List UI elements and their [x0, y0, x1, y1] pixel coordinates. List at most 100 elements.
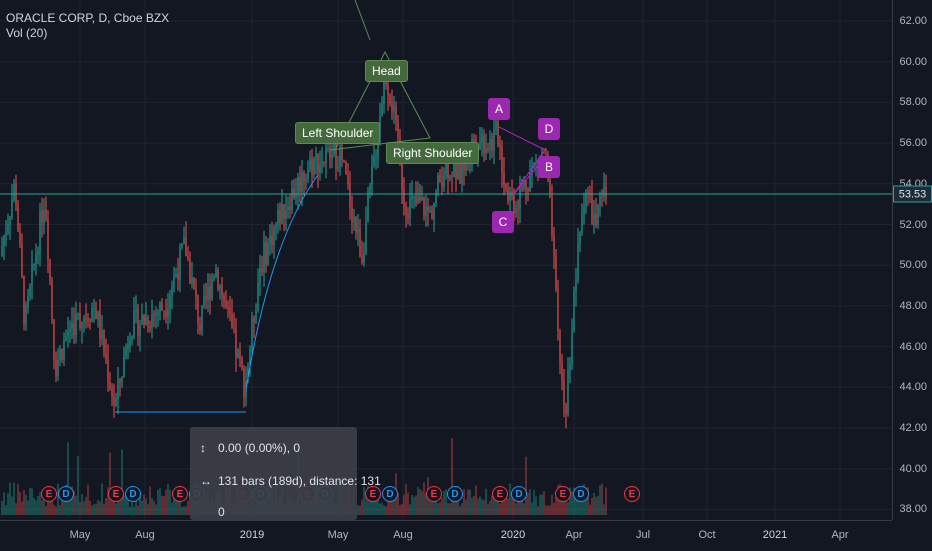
candle-body	[323, 161, 325, 164]
volume-bar	[413, 496, 415, 515]
candle-body	[525, 181, 527, 190]
earnings-marker[interactable]: E	[108, 486, 124, 502]
abcd-point-b[interactable]: B	[538, 156, 560, 178]
candle-body	[175, 273, 177, 277]
volume-bar	[417, 486, 419, 515]
volume-bar	[61, 499, 63, 515]
volume-bar	[487, 504, 489, 515]
price-tick: 38.00	[899, 503, 927, 516]
volume-bar	[489, 500, 491, 515]
dividend-marker[interactable]: D	[447, 486, 463, 502]
volume-bar	[141, 500, 143, 515]
symbol-title[interactable]: ORACLE CORP, D, Cboe BZX	[6, 11, 170, 25]
volume-bar	[475, 485, 477, 515]
volume-bar	[179, 491, 181, 515]
earnings-marker[interactable]: E	[555, 486, 571, 502]
measure-tooltip: ↕ 0.00 (0.00%), 0 ↔ 131 bars (189d), dis…	[190, 427, 381, 520]
volume-bar	[183, 506, 185, 515]
abcd-point-d[interactable]: D	[538, 118, 560, 140]
candle-body	[213, 276, 215, 280]
dividend-marker[interactable]: D	[125, 486, 141, 502]
volume-bar	[537, 506, 539, 515]
candlestick-plot[interactable]	[0, 0, 892, 520]
earnings-marker[interactable]: E	[492, 486, 508, 502]
volume-bar	[375, 500, 377, 515]
candle-body	[429, 210, 431, 212]
volume-bar	[525, 456, 527, 515]
left-shoulder-label[interactable]: Left Shoulder	[295, 122, 381, 144]
candle-body	[255, 310, 257, 323]
volume-bar	[437, 503, 439, 515]
time-axis[interactable]: May Aug 2019 May Aug 2020 Apr Jul Oct 2021 Apr	[0, 520, 892, 551]
volume-bar	[391, 494, 393, 515]
candle-body	[253, 317, 255, 323]
candle-body	[41, 210, 43, 223]
candle-body	[181, 244, 183, 248]
volume-bar	[521, 493, 523, 515]
earnings-marker[interactable]: E	[624, 486, 640, 502]
candle-body	[125, 348, 127, 356]
volume-bar	[175, 494, 177, 515]
volume-bar	[543, 491, 545, 515]
dividend-marker[interactable]: D	[511, 486, 527, 502]
price-axis[interactable]: 62.00 60.00 58.00 56.00 54.00 52.00 50.00 48.00…	[892, 0, 932, 520]
volume-bar	[379, 503, 381, 515]
earnings-marker[interactable]: E	[426, 486, 442, 502]
candle-body	[39, 210, 41, 253]
candle-body	[303, 171, 305, 182]
dividend-marker[interactable]: D	[573, 486, 589, 502]
candle-body	[485, 148, 487, 154]
candle-body	[409, 198, 411, 219]
volume-indicator-title[interactable]: Vol (20)	[6, 26, 48, 40]
candle-body	[543, 151, 545, 154]
volume-bar	[429, 489, 431, 515]
candle-body	[325, 148, 327, 164]
candle-body	[147, 317, 149, 328]
candle-body	[177, 273, 179, 281]
price-tick: 52.00	[899, 218, 927, 231]
earnings-marker[interactable]: E	[41, 486, 57, 502]
candle-body	[337, 166, 339, 169]
candle-body	[331, 153, 333, 158]
volume-bar	[11, 496, 13, 515]
volume-bar	[169, 489, 171, 515]
candle-body	[517, 208, 519, 210]
candle-body	[43, 209, 45, 223]
volume-bar	[147, 504, 149, 515]
volume-bar	[357, 505, 359, 515]
volume-bar	[459, 506, 461, 515]
candle-body	[327, 148, 329, 150]
time-tick: Apr	[565, 529, 583, 541]
time-tick: 2019	[239, 529, 265, 541]
right-shoulder-label[interactable]: Right Shoulder	[386, 142, 480, 164]
abcd-point-a[interactable]: A	[488, 98, 510, 120]
volume-bar	[599, 485, 601, 515]
candle-body	[19, 230, 21, 245]
volume-bar	[107, 487, 109, 515]
volume-bar	[39, 492, 41, 515]
volume-bar	[371, 501, 373, 515]
dividend-marker[interactable]: D	[382, 486, 398, 502]
candle-body	[81, 321, 83, 328]
volume-bar	[481, 499, 483, 515]
volume-bar	[113, 493, 115, 515]
candle-body	[63, 339, 65, 360]
abcd-point-c[interactable]: C	[492, 211, 514, 233]
candle-body	[443, 174, 445, 187]
candle-body	[557, 289, 559, 331]
candle-body	[355, 217, 357, 233]
candle-body	[427, 206, 429, 212]
earnings-marker[interactable]: E	[172, 486, 188, 502]
head-label[interactable]: Head	[365, 60, 408, 82]
candle-body	[317, 154, 319, 174]
volume-bar	[105, 498, 107, 515]
volume-bar	[555, 496, 557, 515]
candle-body	[349, 184, 351, 208]
candle-body	[257, 283, 259, 311]
earnings-marker[interactable]: E	[365, 486, 381, 502]
dividend-marker[interactable]: D	[58, 486, 74, 502]
volume-bar	[443, 491, 445, 515]
volume-bar	[399, 505, 401, 515]
candle-body	[195, 287, 197, 298]
